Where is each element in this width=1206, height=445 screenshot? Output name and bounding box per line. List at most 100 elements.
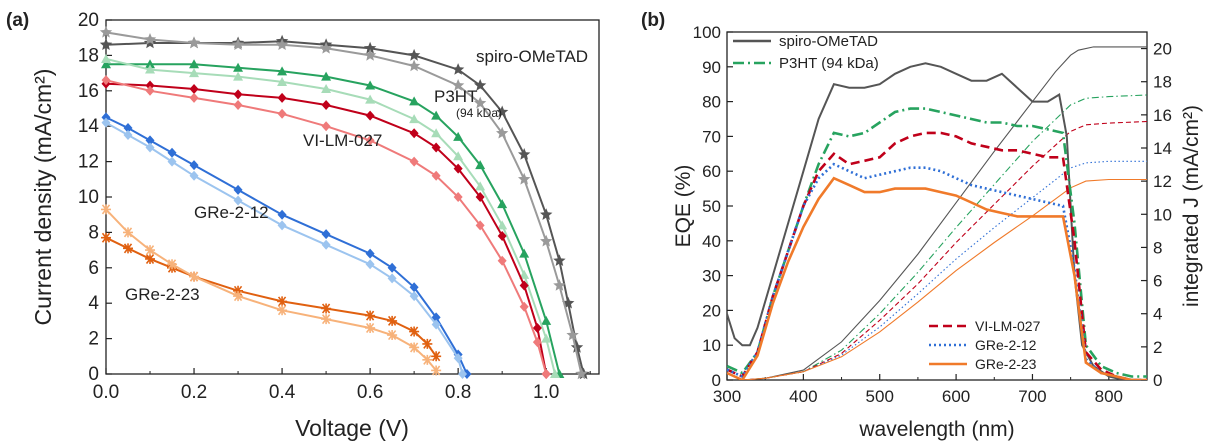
line-vilm_eqe — [727, 131, 1147, 380]
point-spiro_fwd — [496, 105, 509, 118]
point-gre12_fwd — [365, 248, 375, 259]
point-gre23_rev — [145, 245, 156, 256]
panel-a: (a) 0.0 0.2 0.4 0.6 0.8 1.002468101214161820 … — [6, 10, 600, 441]
panel-b: (b) 300 400 500 600 700 800010203040506070809… — [641, 10, 1203, 441]
point-gre23_rev — [189, 271, 200, 282]
point-p3ht_rev — [145, 64, 156, 74]
line-spiro_rev — [105, 31, 583, 375]
point-gre12_rev — [167, 156, 177, 167]
point-gre23_fwd — [409, 326, 420, 337]
point-vilm_rev — [189, 92, 199, 103]
series-gre23_rev — [101, 204, 442, 376]
point-p3ht_fwd — [365, 80, 376, 90]
point-gre12_rev — [233, 195, 243, 206]
point-vilm_fwd — [409, 128, 419, 139]
point-gre23_fwd — [387, 315, 398, 326]
a-ytick-label: 4 — [88, 293, 99, 314]
point-p3ht_rev — [541, 333, 552, 343]
point-p3ht_rev — [365, 94, 376, 104]
point-p3ht_rev — [101, 53, 111, 63]
legend-label: P3HT (94 kDa) — [779, 55, 879, 72]
point-vilm_fwd — [519, 280, 529, 291]
point-gre12_fwd — [167, 147, 177, 158]
point-spiro_rev — [452, 79, 465, 91]
point-p3ht_rev — [453, 151, 464, 161]
b-xtick-label: 800 — [1095, 387, 1123, 406]
point-gre23_rev — [387, 330, 398, 341]
legend-label: VI-LM-027 — [975, 318, 1041, 334]
b-y2tick-label: 6 — [1153, 272, 1162, 291]
point-vilm_rev — [497, 255, 507, 266]
point-gre12_rev — [123, 130, 133, 141]
point-spiro_rev — [575, 367, 588, 380]
a-ytick-label: 12 — [78, 152, 99, 173]
point-spiro_rev — [407, 59, 421, 72]
b-xtick-label: 700 — [1018, 387, 1046, 406]
line-gre12_fwd — [105, 116, 468, 375]
point-p3ht_rev — [409, 114, 420, 124]
point-gre12_fwd — [409, 282, 419, 293]
b-ytick-label: 10 — [702, 336, 721, 355]
panel-a-annotations: spiro-OMeTAD P3HT (94 kDa) VI-LM-027 GRe… — [125, 47, 588, 304]
legend-label: GRe-2-12 — [975, 337, 1037, 353]
point-gre12_rev — [431, 319, 441, 330]
point-gre12_rev — [453, 353, 463, 364]
line-p3ht_eqe — [727, 107, 1147, 378]
a-ytick-label: 10 — [78, 187, 99, 208]
point-spiro_rev — [319, 41, 333, 54]
line-gre12_rev — [105, 121, 464, 375]
b-ytick-label: 50 — [702, 197, 721, 216]
point-gre12_rev — [365, 259, 375, 270]
point-spiro_rev — [231, 38, 245, 50]
b-y2tick-label: 14 — [1153, 139, 1172, 158]
point-p3ht_rev — [233, 71, 244, 81]
point-gre23_rev — [431, 365, 442, 376]
point-vilm_fwd — [233, 89, 243, 100]
a-ytick-label: 8 — [88, 222, 99, 243]
a-xtick-label: 0.6 — [357, 382, 383, 403]
point-gre23_rev — [277, 305, 288, 316]
a-ytick-label: 16 — [78, 81, 99, 102]
a-ytick-label: 18 — [78, 45, 99, 66]
b-ytick-label: 80 — [702, 93, 721, 112]
point-gre23_rev — [321, 314, 332, 325]
legend-bottom: VI-LM-027 GRe-2-12 GRe-2-23 — [929, 318, 1041, 372]
point-gre23_fwd — [233, 285, 244, 296]
point-p3ht_rev — [431, 128, 442, 138]
point-p3ht_fwd — [519, 248, 530, 258]
point-vilm_fwd — [277, 92, 287, 103]
panel-a-series — [99, 25, 590, 380]
point-spiro_rev — [275, 38, 289, 50]
line-spiro_int — [742, 46, 1147, 380]
point-p3ht_rev — [277, 76, 288, 86]
point-gre23_rev — [123, 227, 134, 238]
point-spiro_rev — [566, 328, 579, 341]
point-gre12_fwd — [387, 262, 397, 273]
b-y2tick-label: 20 — [1153, 40, 1172, 59]
annotation-gre23: GRe-2-23 — [125, 285, 200, 304]
series-gre12_fwd — [101, 112, 472, 379]
point-gre12_fwd — [123, 122, 133, 133]
b-ytick-label: 40 — [702, 232, 721, 251]
panel-b-series — [727, 46, 1147, 380]
b-y2tick-label: 4 — [1153, 305, 1162, 324]
b-ytick-label: 20 — [702, 301, 721, 320]
line-gre23_int — [742, 178, 1147, 380]
panel-a-ylabel: Current density (mA/cm²) — [30, 69, 56, 326]
b-ytick-label: 30 — [702, 267, 721, 286]
point-gre12_rev — [409, 291, 419, 302]
point-gre23_rev — [167, 259, 178, 270]
point-gre12_fwd — [431, 312, 441, 323]
a-ytick-label: 2 — [88, 329, 99, 350]
point-spiro_rev — [187, 36, 201, 49]
point-spiro_fwd — [407, 48, 421, 61]
point-vilm_rev — [431, 170, 441, 181]
point-spiro_rev — [540, 234, 553, 247]
point-vilm_fwd — [497, 230, 507, 241]
panel-b-label: (b) — [641, 10, 665, 31]
point-gre12_rev — [321, 239, 331, 250]
b-ytick-label: 70 — [702, 127, 721, 146]
a-xtick-label: 0.0 — [93, 382, 119, 403]
point-gre12_fwd — [233, 184, 243, 195]
